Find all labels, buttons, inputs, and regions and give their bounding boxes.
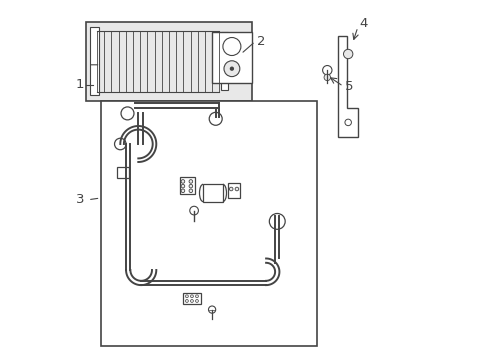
Circle shape (190, 300, 193, 302)
Circle shape (181, 184, 184, 188)
Text: 1: 1 (76, 78, 84, 91)
Circle shape (114, 138, 126, 150)
Circle shape (208, 306, 215, 313)
Circle shape (209, 112, 222, 125)
Circle shape (224, 61, 239, 77)
Circle shape (189, 189, 192, 193)
Bar (101, 101, 316, 346)
Bar (212, 32, 251, 83)
Circle shape (223, 37, 241, 55)
Circle shape (343, 49, 352, 59)
Circle shape (181, 189, 184, 193)
Circle shape (181, 180, 184, 183)
Circle shape (189, 184, 192, 188)
Circle shape (185, 295, 188, 298)
Circle shape (229, 187, 232, 191)
Text: 3: 3 (76, 193, 84, 206)
Bar (228, 183, 239, 198)
Circle shape (185, 300, 188, 302)
Circle shape (229, 67, 234, 71)
Bar (221, 32, 227, 90)
Text: 2: 2 (257, 35, 265, 48)
Circle shape (324, 74, 330, 81)
Bar (183, 293, 200, 304)
Text: 4: 4 (359, 17, 367, 30)
Circle shape (195, 295, 198, 298)
Circle shape (269, 213, 285, 229)
Bar (86, 22, 251, 101)
Circle shape (195, 300, 198, 302)
Circle shape (235, 187, 238, 191)
Circle shape (344, 119, 351, 126)
Bar (89, 27, 99, 95)
Bar (179, 177, 194, 194)
Circle shape (121, 107, 134, 120)
Polygon shape (337, 36, 357, 137)
Circle shape (190, 295, 193, 298)
Bar (203, 184, 223, 202)
Circle shape (322, 66, 331, 75)
Circle shape (189, 180, 192, 183)
Bar (117, 167, 129, 178)
Text: 5: 5 (345, 80, 353, 93)
Circle shape (189, 206, 198, 215)
